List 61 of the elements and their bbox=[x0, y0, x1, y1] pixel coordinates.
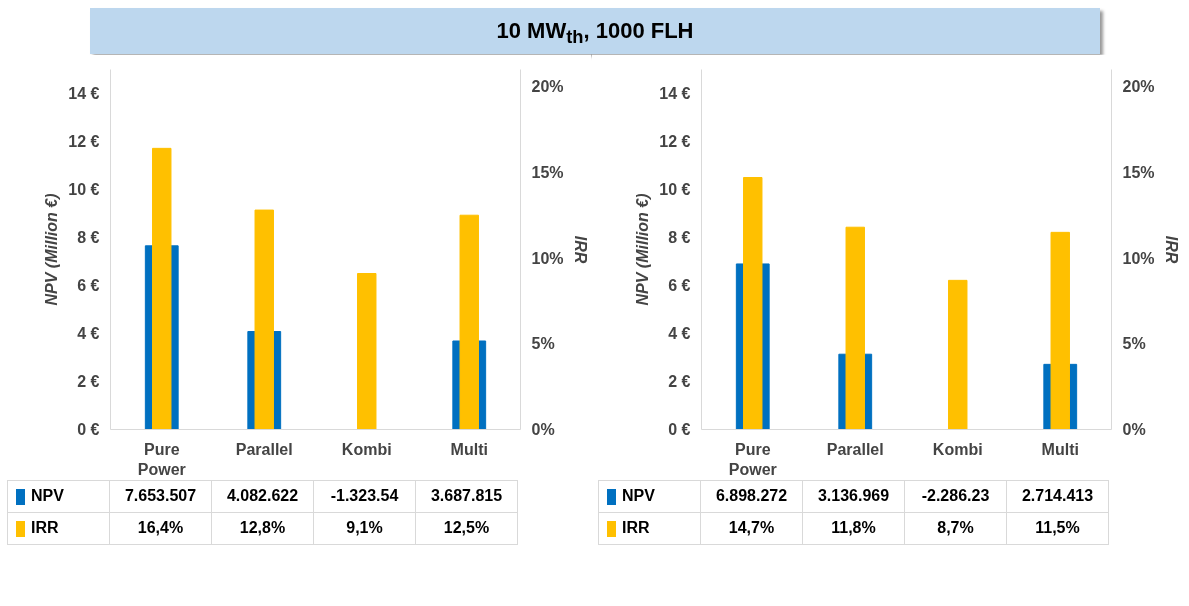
x-tick-label: Parallel bbox=[826, 440, 884, 458]
text: -1.323.54 bbox=[313, 480, 416, 513]
bar bbox=[948, 279, 968, 430]
x-tick-label: Parallel bbox=[235, 440, 293, 458]
x-tick-label: Kombi bbox=[341, 440, 392, 458]
data-label: 16,4% bbox=[109, 512, 212, 545]
y2-axis-title: IRR bbox=[1162, 235, 1180, 264]
y2-tick-label: 0% bbox=[531, 421, 555, 438]
text: 6.898.272 bbox=[700, 480, 803, 513]
y-tick-label: 8 € bbox=[77, 229, 100, 246]
y-tick-label: 2 € bbox=[668, 373, 691, 390]
data-label: 14,7% bbox=[700, 512, 803, 545]
text: 3.136.969 bbox=[802, 480, 905, 513]
legend-label: IRR bbox=[598, 512, 701, 545]
x-tick-label: Multi bbox=[450, 440, 488, 458]
y-tick-label: 10 € bbox=[659, 181, 691, 198]
text: 4.082.622 bbox=[211, 480, 314, 513]
data-label: 12,8% bbox=[211, 512, 314, 545]
y-tick-label: 14 € bbox=[659, 85, 691, 102]
data-label: 8,7% bbox=[904, 512, 1007, 545]
y-tick-label: 10 € bbox=[68, 181, 100, 198]
legend-label: NPV bbox=[598, 480, 701, 513]
y-tick-label: 6 € bbox=[668, 277, 691, 294]
data-label: 11,5% bbox=[1006, 512, 1109, 545]
text: 7.653.507 bbox=[109, 480, 212, 513]
text: 2.714.413 bbox=[1006, 480, 1109, 513]
data-label: 11,8% bbox=[802, 512, 905, 545]
x-tick-label: Pure Power bbox=[137, 440, 186, 478]
legend-label: IRR bbox=[7, 512, 110, 545]
y2-tick-label: 15% bbox=[1122, 163, 1155, 181]
text: -2.286.23 bbox=[904, 480, 1007, 513]
x-tick-label: Kombi bbox=[932, 440, 983, 458]
data-label: 9,1% bbox=[313, 512, 416, 545]
y-axis-title: NPV (Million €) bbox=[634, 193, 652, 306]
data-label: 12,5% bbox=[415, 512, 518, 545]
text: 3.687.815 bbox=[415, 480, 518, 513]
y2-tick-label: 15% bbox=[531, 163, 564, 181]
y-tick-label: 12 € bbox=[659, 133, 691, 150]
y2-tick-label: 20% bbox=[1122, 78, 1155, 96]
y-tick-label: 6 € bbox=[77, 277, 100, 294]
y2-tick-label: 0% bbox=[1122, 421, 1146, 438]
text: 10 MW$_{th}$, 1000 FLH bbox=[496, 17, 694, 50]
y-tick-label: 14 € bbox=[68, 85, 100, 102]
y-tick-label: 12 € bbox=[68, 133, 100, 150]
x-tick-label: Pure Power bbox=[728, 440, 777, 478]
y2-tick-label: 5% bbox=[531, 335, 555, 353]
y-tick-label: 4 € bbox=[77, 325, 100, 342]
y-tick-label: 8 € bbox=[668, 229, 691, 246]
y2-tick-label: 10% bbox=[1122, 249, 1155, 267]
y2-tick-label: 20% bbox=[531, 78, 564, 96]
y-tick-label: 2 € bbox=[77, 373, 100, 390]
y-tick-label: 4 € bbox=[668, 325, 691, 342]
bar bbox=[357, 273, 377, 430]
x-tick-label: Multi bbox=[1041, 440, 1079, 458]
y-tick-label: 0 € bbox=[668, 421, 691, 438]
y-tick-label: 0 € bbox=[77, 421, 100, 438]
y-axis-title: NPV (Million €) bbox=[43, 193, 61, 306]
legend-label: NPV bbox=[7, 480, 110, 513]
y2-tick-label: 10% bbox=[531, 249, 564, 267]
y2-axis-title: IRR bbox=[571, 235, 589, 264]
y2-tick-label: 5% bbox=[1122, 335, 1146, 353]
